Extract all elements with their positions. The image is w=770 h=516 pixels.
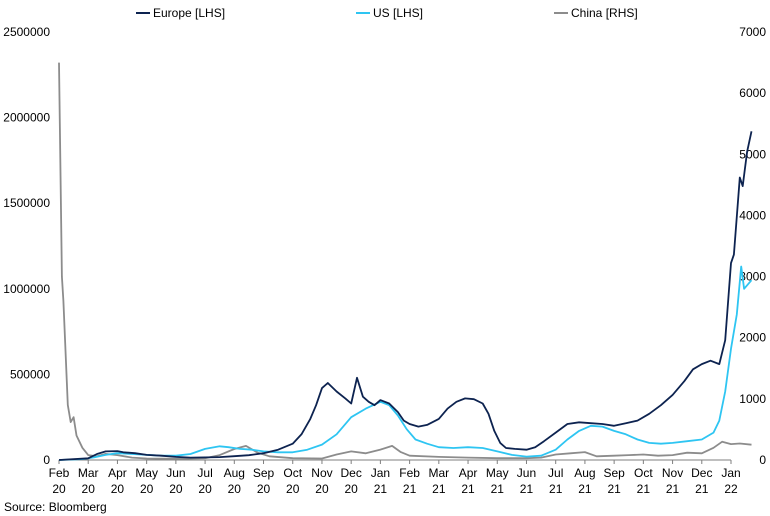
x-tick-label-year: 21 [520,482,534,496]
x-tick-label-month: Jul [197,466,212,480]
chart-axes: 0 500000 1000000 1500000 2000000 2500000 0 1000… [3,25,766,496]
x-tick-label-year: 20 [140,482,154,496]
y-right-tick-label: 2000 [739,331,766,345]
x-tick-label-month: Aug [224,466,245,480]
y-right-tick-label: 4000 [739,208,766,222]
x-tick-label-year: 21 [666,482,680,496]
x-tick-label-year: 21 [695,482,709,496]
x-tick-label-year: 21 [461,482,475,496]
x-tick-label-year: 20 [344,482,358,496]
y-right-tick-label: 5000 [739,147,766,161]
x-tick-label-month: May [135,466,158,480]
chart-lines [58,62,753,461]
x-tick-label-month: Sep [253,466,275,480]
x-tick-label-year: 21 [637,482,651,496]
y-right-tick-label: 1000 [739,392,766,406]
y-left-tick-label: 1000000 [3,282,50,296]
x-tick-label-year: 20 [111,482,125,496]
x-tick-label-month: Nov [662,466,683,480]
x-tick-label-month: Feb [399,466,420,480]
y-left-tick-label: 1500000 [3,196,50,210]
x-tick-label-month: Apr [459,466,478,480]
x-tick-label-year: 21 [549,482,563,496]
x-tick-label-year: 20 [257,482,271,496]
chart-legend: Europe [LHS] US [LHS] China [RHS] [136,6,638,20]
x-tick-label-month: Feb [49,466,70,480]
legend-label-us: US [LHS] [373,6,423,20]
x-tick-label-month: Mar [428,466,449,480]
y-left-tick-label: 0 [43,453,50,467]
x-tick-label-month: Nov [311,466,332,480]
legend-label-china: China [RHS] [571,6,638,20]
x-tick-label-year: 21 [403,482,417,496]
series-line-china [58,62,752,460]
x-tick-label-year: 20 [315,482,329,496]
x-tick-label-month: May [486,466,509,480]
x-tick-label-month: Jan [721,466,740,480]
x-tick-label-month: Aug [574,466,595,480]
legend-label-europe: Europe [LHS] [153,6,225,20]
x-tick-label-year: 20 [82,482,96,496]
source-note: Source: Bloomberg [4,500,107,514]
x-tick-label-month: Sep [603,466,625,480]
x-tick-label-year: 21 [374,482,388,496]
x-tick-label-month: Jun [517,466,536,480]
series-line-us [58,265,753,461]
y-right-tick-label: 0 [759,453,766,467]
y-left-tick-label: 2000000 [3,111,50,125]
x-tick-label-year: 20 [198,482,212,496]
y-left-tick-label: 2500000 [3,25,50,39]
x-tick-label-month: Jul [548,466,563,480]
x-tick-label-year: 20 [286,482,300,496]
x-tick-label-month: Dec [341,466,362,480]
x-tick-label-month: Mar [78,466,99,480]
x-tick-label-month: Jan [371,466,390,480]
x-tick-label-year: 21 [578,482,592,496]
x-tick-label-month: Jun [166,466,185,480]
x-tick-label-year: 21 [491,482,505,496]
y-right-tick-label: 6000 [739,86,766,100]
y-right-tick-label: 7000 [739,25,766,39]
x-tick-label-year: 21 [432,482,446,496]
x-tick-label-month: Oct [634,466,653,480]
x-tick-label-year: 20 [52,482,66,496]
series-line-europe [58,131,753,461]
x-tick-label-month: Apr [108,466,127,480]
y-right-tick-label: 3000 [739,270,766,284]
x-tick-label-year: 21 [607,482,621,496]
x-tick-label-year: 20 [169,482,183,496]
x-tick-label-month: Dec [691,466,712,480]
x-tick-label-year: 22 [724,482,738,496]
x-tick-label-year: 20 [228,482,242,496]
y-left-tick-label: 500000 [10,367,50,381]
x-tick-label-month: Oct [283,466,302,480]
